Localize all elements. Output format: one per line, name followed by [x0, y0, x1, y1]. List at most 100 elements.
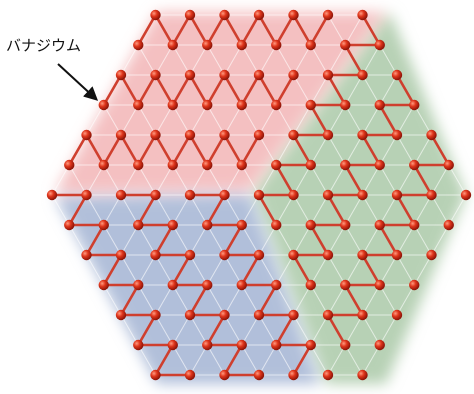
vanadium-atom	[202, 39, 213, 51]
lattice-line	[327, 164, 346, 196]
bond	[430, 133, 451, 167]
vanadium-atom	[219, 129, 230, 141]
bond	[257, 73, 278, 107]
vanadium-atom	[374, 159, 385, 171]
vanadium-atom	[167, 279, 178, 291]
lattice-line	[310, 134, 329, 166]
vanadium-atom	[236, 99, 247, 111]
vanadium-atom	[374, 39, 385, 51]
lattice-line	[379, 194, 398, 226]
vanadium-atom	[391, 129, 403, 141]
vanadium-atom	[409, 279, 420, 291]
bond	[257, 283, 278, 317]
bond	[292, 133, 313, 167]
vanadium-atom	[133, 159, 144, 171]
bond	[205, 313, 226, 347]
bond	[309, 13, 330, 47]
lattice-line	[379, 284, 398, 316]
bond	[154, 133, 175, 167]
lattice-line	[241, 104, 260, 136]
vanadium-atom	[357, 189, 368, 201]
vanadium-atom	[219, 69, 230, 81]
lattice-line	[68, 164, 87, 196]
bond	[136, 133, 157, 167]
bond	[188, 283, 209, 317]
lattice-line	[396, 254, 415, 286]
vanadium-atom	[150, 189, 161, 201]
lattice-line	[310, 44, 329, 76]
bond	[343, 163, 364, 197]
lattice-line	[172, 164, 191, 196]
lattice-line	[137, 284, 156, 316]
vanadium-atom	[133, 39, 144, 51]
vanadium-atom	[133, 99, 144, 111]
lattice-line	[413, 134, 432, 166]
bond	[378, 103, 399, 137]
vanadium-atom	[219, 9, 230, 21]
lattice-line	[275, 134, 294, 166]
vanadium-atom	[253, 249, 265, 261]
vanadium-atom	[167, 219, 178, 231]
vanadium-atom	[133, 219, 144, 231]
bond	[395, 73, 416, 107]
bond	[102, 133, 123, 167]
vanadium-atom	[288, 309, 299, 321]
vanadium-atom	[305, 219, 316, 231]
lattice-line	[120, 194, 139, 226]
lattice-line	[327, 284, 346, 316]
lattice-line	[362, 344, 381, 376]
lattice-line	[120, 224, 139, 256]
vanadium-atom	[409, 159, 420, 171]
vanadium-atom	[322, 249, 334, 261]
lattice-line	[379, 254, 398, 286]
vanadium-atom	[391, 69, 403, 81]
lattice-line	[379, 134, 398, 166]
vanadium-atom	[288, 69, 299, 81]
lattice-line	[310, 344, 329, 376]
lattice-line	[362, 104, 381, 136]
vanadium-atom	[288, 249, 299, 261]
vanadium-atom	[81, 189, 92, 201]
lattice-line	[51, 164, 70, 196]
vanadium-atom	[409, 219, 420, 231]
vanadium-atom	[219, 309, 230, 321]
lattice-line	[293, 74, 312, 106]
bond	[292, 13, 313, 47]
lattice-line	[189, 224, 208, 256]
vanadium-atom	[184, 129, 196, 141]
bond	[154, 343, 175, 377]
lattice-line	[189, 104, 208, 136]
vanadium-atom	[115, 249, 127, 261]
bond	[223, 73, 244, 107]
vanadium-atom	[305, 339, 316, 351]
bond	[188, 73, 209, 107]
vanadium-atom	[322, 69, 334, 81]
lattice-line	[189, 314, 208, 346]
lattice-line	[258, 104, 277, 136]
lattice-line	[241, 284, 260, 316]
vanadium-atom	[357, 9, 368, 21]
lattice-line	[396, 104, 415, 136]
vanadium-atom	[81, 129, 92, 141]
vanadium-atom	[98, 219, 109, 231]
vanadium-atom	[150, 69, 161, 81]
lattice-line	[344, 74, 363, 106]
lattice-line	[258, 134, 277, 166]
lattice-line	[224, 284, 243, 316]
lattice-line	[224, 194, 243, 226]
lattice-line	[172, 44, 191, 76]
lattice-line	[241, 224, 260, 256]
lattice-line	[396, 164, 415, 196]
bond	[274, 163, 295, 197]
bond	[223, 133, 244, 167]
vanadium-atom	[460, 189, 472, 201]
lattice-line	[396, 134, 415, 166]
lattice-line	[379, 44, 398, 76]
lattice-line	[51, 194, 70, 226]
lattice-line	[86, 104, 105, 136]
lattice-line	[344, 134, 363, 166]
lattice-line	[172, 104, 191, 136]
lattice-line	[189, 44, 208, 76]
lattice-line	[224, 44, 243, 76]
